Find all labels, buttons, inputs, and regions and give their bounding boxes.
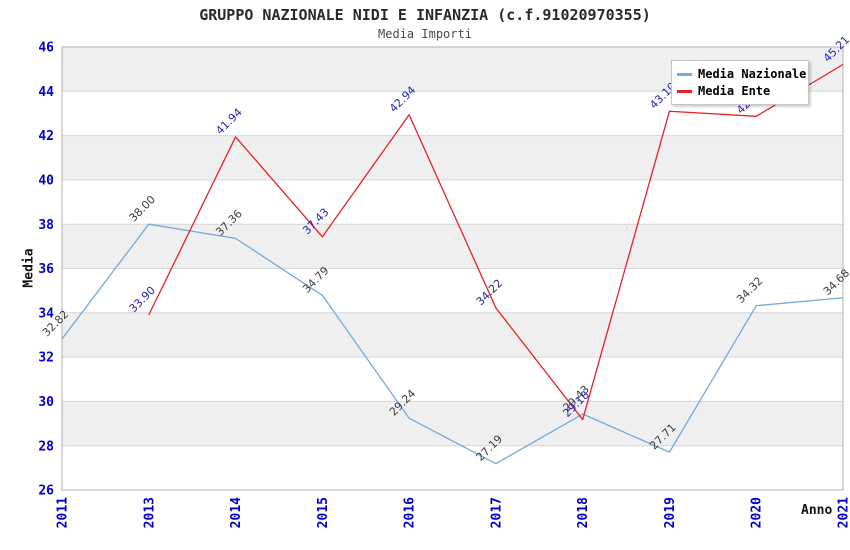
plot-band — [62, 135, 843, 180]
legend-item-media-nazionale: Media Nazionale — [677, 66, 807, 82]
point-label: 34.68 — [821, 267, 850, 298]
chart-title: GRUPPO NAZIONALE NIDI E INFANZIA (c.f.91… — [199, 6, 651, 24]
x-tick-label: 2015 — [316, 497, 331, 528]
x-tick-label: 2016 — [403, 497, 418, 528]
y-tick-label: 44 — [38, 85, 54, 100]
chart-subtitle: Media Importi — [378, 27, 472, 41]
x-tick-label: 2019 — [663, 497, 678, 528]
y-tick-label: 26 — [38, 484, 54, 499]
plot-band — [62, 224, 843, 269]
x-tick-label: 2020 — [750, 497, 765, 528]
x-axis-title: Anno — [801, 503, 833, 518]
nazionale-line-swatch-icon — [677, 72, 692, 76]
legend-label: Media Nazionale — [698, 67, 807, 81]
plot-band — [62, 312, 843, 358]
y-tick-label: 40 — [38, 173, 54, 188]
x-tick-label: 2014 — [229, 497, 244, 528]
x-tick-label: 2021 — [837, 497, 850, 528]
y-tick-label: 30 — [38, 395, 54, 410]
x-tick-label: 2013 — [142, 497, 157, 528]
y-tick-label: 32 — [38, 351, 54, 366]
y-tick-label: 38 — [38, 218, 54, 233]
y-tick-label: 36 — [38, 262, 54, 277]
ente-line-swatch-icon — [677, 89, 692, 93]
x-tick-label: 2011 — [56, 497, 71, 528]
legend-item-media-ente: Media Ente — [677, 83, 803, 99]
y-axis-title: Media — [21, 248, 37, 288]
point-label: 34.32 — [734, 275, 765, 306]
point-label: 33.90 — [127, 284, 158, 315]
series-line-media-ente — [148, 63, 844, 421]
legend: Media Nazionale Media Ente — [671, 60, 809, 105]
x-tick-label: 2017 — [489, 497, 504, 528]
point-label: 41.94 — [213, 106, 244, 137]
y-tick-label: 46 — [38, 41, 54, 56]
plot-border — [61, 46, 844, 491]
plot-band — [62, 401, 843, 446]
series-line-media-nazionale — [61, 223, 844, 465]
point-label: 34.22 — [474, 277, 505, 308]
y-tick-label: 28 — [38, 439, 54, 454]
y-tick-label: 34 — [38, 306, 54, 321]
y-tick-label: 42 — [38, 129, 54, 144]
point-label: 38.00 — [127, 193, 158, 224]
x-tick-label: 2018 — [576, 497, 591, 528]
legend-label: Media Ente — [698, 84, 771, 98]
